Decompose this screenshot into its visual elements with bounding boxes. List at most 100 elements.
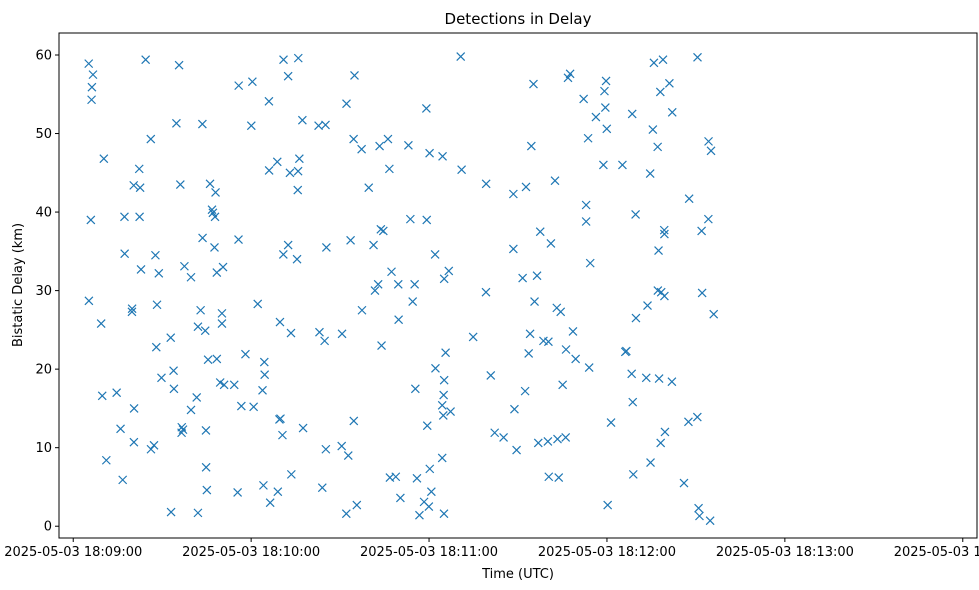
data-point bbox=[709, 309, 719, 319]
data-point bbox=[272, 157, 282, 167]
x-tick-label: 2025-05-03 18:09:00 bbox=[4, 545, 142, 560]
chart-title: Detections in Delay bbox=[445, 10, 592, 28]
data-point bbox=[439, 274, 449, 284]
x-tick-label: 2025-05-03 18:14:00 bbox=[894, 545, 979, 560]
data-point bbox=[603, 500, 613, 510]
data-point bbox=[376, 224, 386, 234]
data-point bbox=[533, 438, 543, 448]
data-point bbox=[342, 99, 351, 109]
data-point bbox=[654, 246, 663, 255]
data-point bbox=[571, 354, 581, 364]
data-point bbox=[631, 209, 641, 219]
data-point bbox=[217, 308, 227, 318]
data-point bbox=[283, 71, 293, 81]
data-point bbox=[205, 179, 215, 189]
data-point bbox=[192, 392, 202, 402]
data-point bbox=[337, 329, 347, 339]
data-point bbox=[598, 160, 608, 170]
data-point bbox=[273, 487, 283, 497]
data-point bbox=[294, 154, 304, 164]
data-point bbox=[253, 299, 263, 309]
data-point bbox=[655, 87, 665, 97]
data-point bbox=[425, 464, 435, 474]
data-point bbox=[646, 458, 655, 468]
data-point bbox=[656, 438, 666, 448]
data-point bbox=[422, 215, 432, 225]
data-point bbox=[706, 146, 716, 156]
data-point bbox=[481, 287, 491, 297]
data-point bbox=[692, 412, 702, 422]
data-point bbox=[146, 134, 156, 144]
data-point bbox=[321, 120, 330, 130]
data-point bbox=[293, 185, 303, 195]
data-point bbox=[581, 200, 591, 210]
data-point bbox=[601, 76, 611, 86]
y-axis-ticks: 0 10 20 30 40 50 60 bbox=[35, 48, 59, 535]
data-point bbox=[174, 60, 184, 70]
data-point bbox=[285, 168, 295, 178]
data-point bbox=[129, 403, 139, 413]
data-point bbox=[352, 500, 362, 510]
data-point bbox=[207, 205, 217, 215]
data-point bbox=[481, 179, 491, 189]
data-point bbox=[84, 296, 94, 306]
data-point bbox=[660, 427, 670, 437]
data-point bbox=[684, 417, 693, 427]
data-point bbox=[558, 380, 568, 390]
data-point bbox=[412, 473, 422, 483]
data-point bbox=[437, 400, 447, 410]
data-point bbox=[704, 136, 713, 146]
data-point bbox=[264, 166, 274, 175]
data-point bbox=[247, 77, 257, 87]
data-point bbox=[203, 355, 213, 365]
data-point bbox=[202, 485, 212, 495]
data-point bbox=[679, 478, 689, 488]
data-point bbox=[422, 421, 432, 431]
data-point bbox=[643, 301, 652, 310]
data-point bbox=[364, 183, 374, 193]
data-point bbox=[600, 103, 610, 113]
x-tick-label: 2025-05-03 18:11:00 bbox=[360, 545, 498, 560]
data-point bbox=[415, 510, 424, 520]
y-axis-title: Bistatic Delay (km) bbox=[11, 223, 26, 347]
data-point bbox=[169, 366, 178, 376]
plot-frame bbox=[58, 32, 978, 539]
data-point bbox=[193, 508, 203, 518]
data-point bbox=[179, 261, 189, 271]
data-point bbox=[149, 440, 159, 450]
data-point bbox=[378, 226, 388, 236]
data-point bbox=[186, 272, 196, 282]
data-point bbox=[561, 345, 571, 354]
data-point bbox=[218, 262, 228, 272]
data-point bbox=[217, 319, 227, 329]
data-point bbox=[200, 326, 210, 336]
data-point bbox=[532, 271, 542, 281]
data-point bbox=[275, 317, 285, 327]
data-point bbox=[198, 233, 207, 243]
data-point bbox=[151, 342, 161, 352]
data-point bbox=[157, 373, 166, 383]
data-point bbox=[518, 273, 528, 283]
data-point bbox=[524, 349, 534, 358]
data-point bbox=[421, 103, 431, 113]
data-point bbox=[196, 305, 206, 315]
data-point bbox=[521, 182, 531, 192]
data-point bbox=[84, 59, 94, 69]
data-point bbox=[697, 288, 707, 298]
data-point bbox=[405, 214, 415, 224]
data-point bbox=[337, 441, 347, 451]
data-point bbox=[441, 348, 451, 358]
data-point bbox=[135, 212, 145, 222]
data-point bbox=[529, 79, 538, 89]
data-point bbox=[279, 55, 288, 65]
data-point bbox=[508, 244, 518, 254]
data-point bbox=[628, 397, 638, 407]
data-point bbox=[631, 313, 641, 323]
data-point bbox=[298, 423, 308, 433]
data-point bbox=[430, 250, 440, 259]
data-point bbox=[373, 279, 383, 289]
data-point bbox=[684, 194, 694, 204]
data-point bbox=[177, 428, 187, 438]
data-point bbox=[437, 453, 447, 463]
